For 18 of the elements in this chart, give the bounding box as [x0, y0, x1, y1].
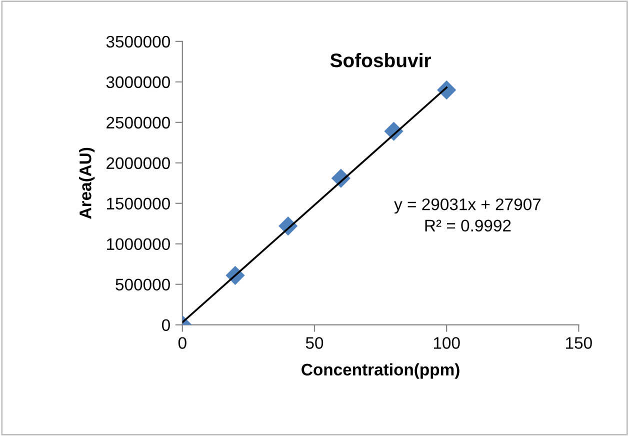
y-tick-label: 2500000 — [106, 116, 170, 129]
annotation: R² = 0.9992 — [425, 220, 511, 232]
y-tick-label: 1000000 — [107, 238, 170, 250]
y-tick-label: 500000 — [116, 278, 170, 291]
x-tick-label: 150 — [566, 337, 592, 349]
y-axis-title: Area(AU) — [79, 148, 95, 219]
chart-title: Sofosbuvir — [330, 53, 432, 68]
x-tick-label: 100 — [434, 337, 460, 349]
x-tick-label: 50 — [306, 337, 324, 349]
y-tick-label: 2000000 — [106, 157, 170, 170]
x-tick-label: 0 — [178, 337, 186, 349]
y-tick-label: 1500000 — [107, 198, 170, 210]
y-tick-label: 3000000 — [106, 76, 170, 88]
y-tick-label: 0 — [162, 319, 170, 332]
y-tick-label: 3500000 — [106, 36, 170, 48]
annotation: y = 29031x + 27907 — [394, 198, 541, 214]
x-axis-title: Concentration(ppm) — [302, 363, 460, 379]
point — [437, 80, 456, 100]
